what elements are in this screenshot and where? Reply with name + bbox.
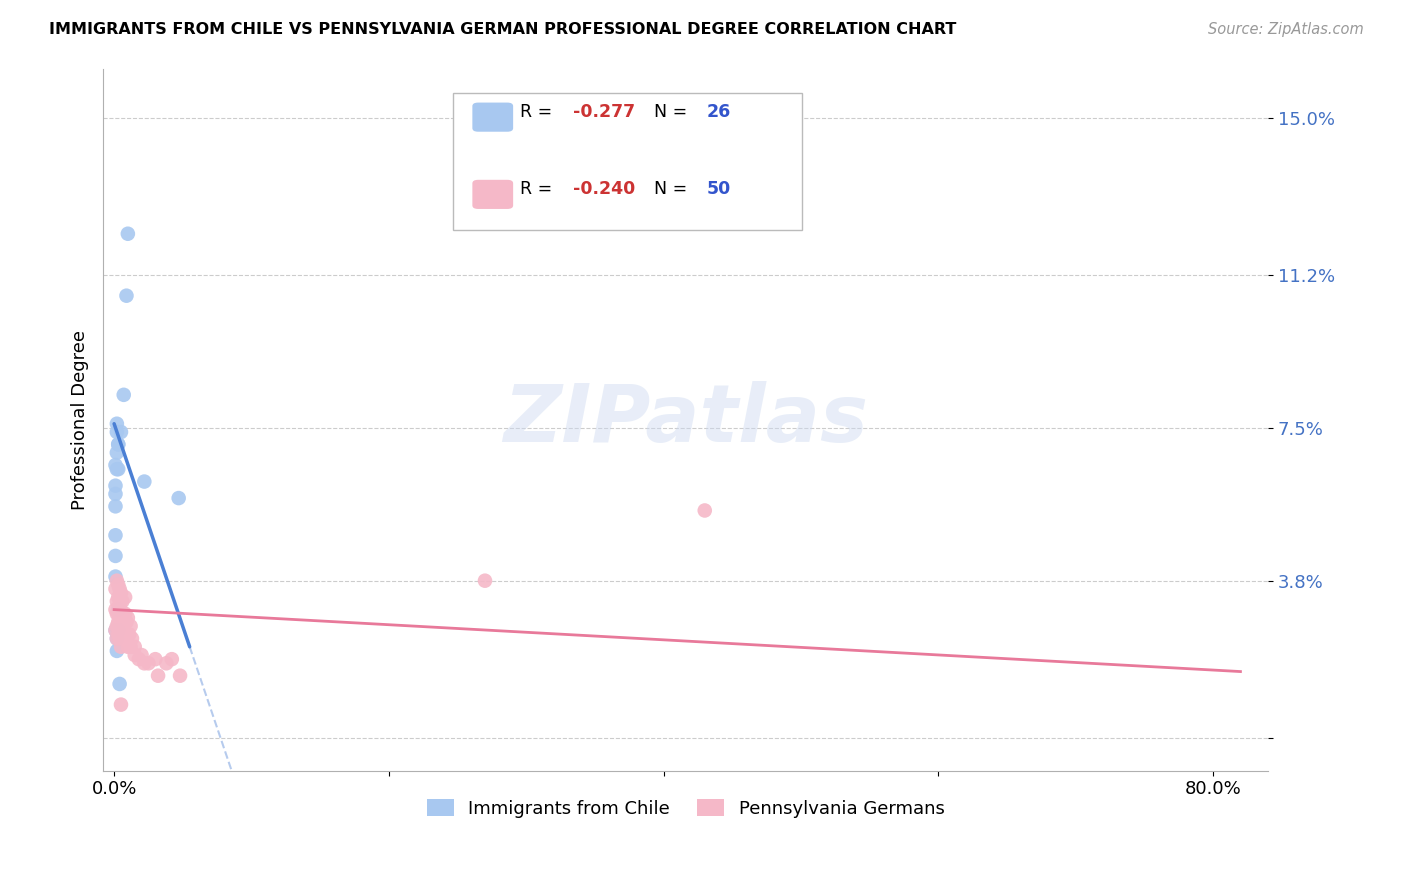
Point	[120, 640, 142, 654]
Point	[107, 462, 129, 476]
Point	[693, 503, 716, 517]
Text: IMMIGRANTS FROM CHILE VS PENNSYLVANIA GERMAN PROFESSIONAL DEGREE CORRELATION CHA: IMMIGRANTS FROM CHILE VS PENNSYLVANIA GE…	[49, 22, 956, 37]
Point	[105, 574, 128, 588]
Point	[112, 607, 135, 621]
Text: Source: ZipAtlas.com: Source: ZipAtlas.com	[1208, 22, 1364, 37]
Point	[107, 437, 129, 451]
Point	[105, 619, 128, 633]
Text: -0.240: -0.240	[572, 180, 634, 198]
Point	[474, 574, 496, 588]
Point	[134, 657, 156, 671]
Point	[110, 607, 132, 621]
Text: R =: R =	[520, 180, 558, 198]
Point	[104, 624, 127, 638]
Point	[114, 591, 136, 605]
Point	[108, 632, 131, 646]
Text: ZIPatlas: ZIPatlas	[503, 381, 868, 458]
Point	[107, 591, 129, 605]
Point	[117, 227, 139, 241]
Point	[160, 652, 183, 666]
Point	[105, 445, 128, 459]
Point	[169, 669, 191, 683]
Point	[105, 607, 128, 621]
Point	[110, 586, 132, 600]
FancyBboxPatch shape	[472, 180, 513, 209]
Point	[110, 619, 132, 633]
Text: -0.277: -0.277	[572, 103, 634, 121]
Point	[117, 611, 139, 625]
Point	[107, 624, 129, 638]
Point	[111, 615, 134, 629]
Point	[108, 582, 131, 596]
Point	[143, 652, 166, 666]
Point	[104, 569, 127, 583]
Point	[107, 437, 129, 451]
Point	[121, 632, 143, 646]
Text: N =: N =	[654, 180, 693, 198]
Point	[107, 602, 129, 616]
Point	[117, 640, 139, 654]
Point	[131, 648, 153, 662]
Point	[114, 607, 136, 621]
Y-axis label: Professional Degree: Professional Degree	[72, 330, 89, 509]
Point	[117, 627, 139, 641]
Point	[110, 698, 132, 712]
Point	[104, 602, 127, 616]
Point	[167, 491, 190, 505]
Point	[105, 632, 128, 646]
Point	[124, 640, 146, 654]
Point	[111, 594, 134, 608]
Point	[105, 417, 128, 431]
Point	[155, 657, 177, 671]
Text: R =: R =	[520, 103, 558, 121]
Point	[107, 578, 129, 592]
Point	[138, 657, 160, 671]
Point	[104, 624, 127, 638]
Point	[120, 619, 142, 633]
Point	[115, 615, 138, 629]
Point	[112, 388, 135, 402]
Point	[105, 425, 128, 439]
Point	[104, 528, 127, 542]
Point	[134, 475, 156, 489]
Point	[107, 615, 129, 629]
Point	[118, 627, 141, 641]
Point	[104, 549, 127, 563]
FancyBboxPatch shape	[472, 103, 513, 132]
Point	[146, 669, 169, 683]
Point	[112, 627, 135, 641]
FancyBboxPatch shape	[453, 93, 801, 230]
Point	[110, 425, 132, 439]
Legend: Immigrants from Chile, Pennsylvania Germans: Immigrants from Chile, Pennsylvania Germ…	[419, 792, 952, 825]
Point	[105, 594, 128, 608]
Point	[115, 288, 138, 302]
Point	[105, 644, 128, 658]
Point	[107, 627, 129, 641]
Point	[104, 582, 127, 596]
Point	[105, 632, 128, 646]
Point	[114, 627, 136, 641]
Point	[104, 500, 127, 514]
Point	[107, 607, 129, 621]
Text: N =: N =	[654, 103, 693, 121]
Point	[110, 640, 132, 654]
Point	[108, 677, 131, 691]
Point	[104, 487, 127, 501]
Point	[105, 462, 128, 476]
Text: 50: 50	[706, 180, 731, 198]
Point	[124, 648, 146, 662]
Point	[108, 615, 131, 629]
Point	[104, 458, 127, 472]
Point	[108, 599, 131, 613]
Point	[128, 652, 150, 666]
Text: 26: 26	[706, 103, 731, 121]
Point	[104, 478, 127, 492]
